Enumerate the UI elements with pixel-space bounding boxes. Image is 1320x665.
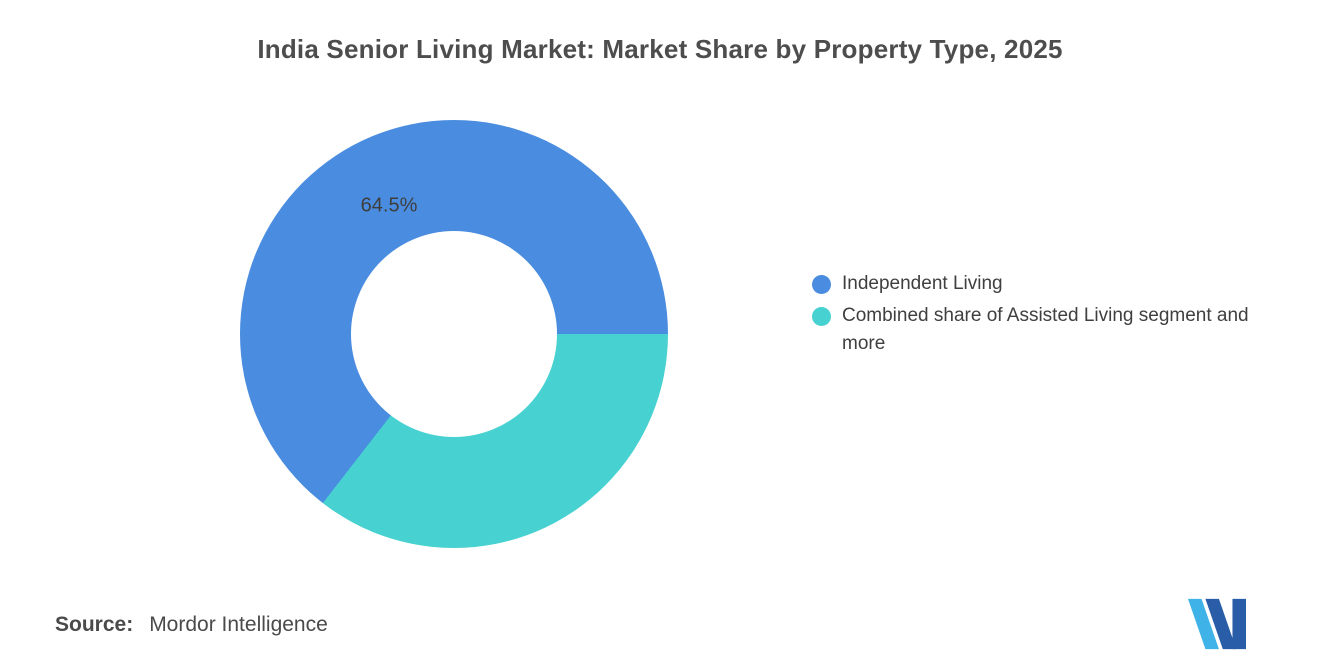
legend-item-assisted-living[interactable]: Combined share of Assisted Living segmen… [812,302,1262,358]
slice-data-label: 64.5% [360,194,418,217]
source-value: Mordor Intelligence [149,613,328,636]
source-label: Source: [55,613,134,636]
logo-shape-light [1188,598,1219,650]
source-line: Source: Mordor Intelligence [55,613,328,637]
legend-marker-independent-living [812,275,831,294]
legend-item-independent-living[interactable]: Independent Living [812,270,1262,298]
mordor-intelligence-logo [1188,598,1246,650]
logo-shape-dark [1205,598,1237,650]
chart-title: India Senior Living Market: Market Share… [257,34,1063,64]
legend-marker-assisted-living [812,307,831,326]
legend-label-assisted-living: Combined share of Assisted Living segmen… [842,305,1249,354]
logo-shape-dark-bar [1232,598,1246,650]
donut-hole [351,231,557,437]
legend: Independent Living Combined share of Ass… [812,270,1262,362]
donut-chart[interactable]: 64.5% [240,120,668,548]
legend-label-independent-living: Independent Living [842,273,1003,294]
